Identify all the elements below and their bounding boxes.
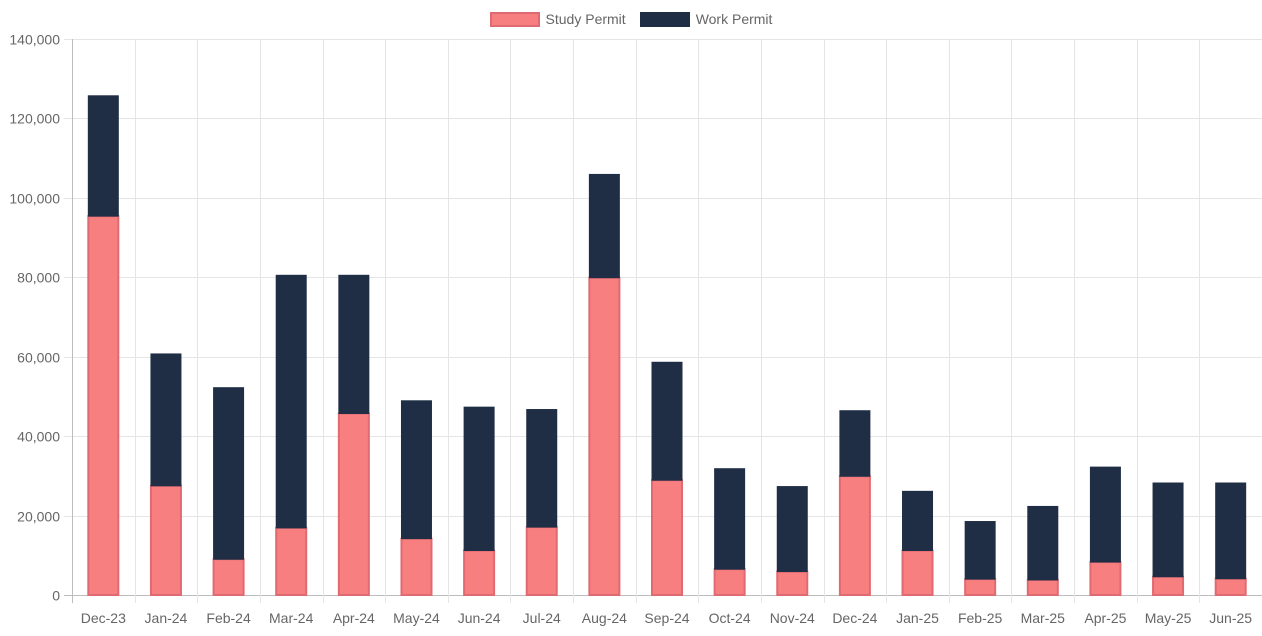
y-tick-label: 100,000 bbox=[9, 191, 60, 207]
bar-study-permit bbox=[212, 558, 245, 596]
y-tick-label: 140,000 bbox=[9, 32, 60, 48]
bar-study-permit bbox=[1089, 561, 1122, 597]
x-tick-label: Jul-24 bbox=[523, 610, 561, 626]
x-tick-label: May-25 bbox=[1145, 610, 1192, 626]
legend-swatch-study-permit bbox=[489, 11, 540, 27]
legend-label-work-permit: Work Permit bbox=[695, 11, 773, 27]
x-tick-label: Jan-25 bbox=[896, 610, 939, 626]
x-tick-label: Nov-24 bbox=[770, 610, 815, 626]
y-tick-label: 40,000 bbox=[17, 429, 60, 445]
x-tick-label: Dec-23 bbox=[81, 610, 126, 626]
x-tick-label: Feb-25 bbox=[958, 610, 1003, 626]
x-tick-label: Aug-24 bbox=[582, 610, 627, 626]
bar-work-permit bbox=[87, 95, 119, 217]
bar-study-permit bbox=[149, 484, 182, 596]
bar-study-permit bbox=[1152, 575, 1185, 597]
legend: Study Permit Work Permit bbox=[0, 8, 1262, 30]
bar-work-permit bbox=[1152, 482, 1184, 578]
bar-study-permit bbox=[838, 475, 871, 596]
legend-swatch-work-permit bbox=[639, 11, 690, 27]
bar-study-permit bbox=[651, 479, 683, 596]
x-tick-label: May-24 bbox=[393, 610, 440, 626]
bar-study-permit bbox=[713, 568, 746, 597]
x-tick-label: Dec-24 bbox=[832, 610, 877, 626]
x-tick-label: Apr-24 bbox=[333, 610, 375, 626]
bar-study-permit bbox=[463, 549, 496, 597]
bar-work-permit bbox=[400, 400, 432, 540]
legend-item-study-permit[interactable]: Study Permit bbox=[489, 11, 626, 27]
y-tick-label: 60,000 bbox=[17, 350, 60, 366]
bar-study-permit bbox=[400, 537, 433, 596]
x-tick-label: Mar-24 bbox=[269, 610, 314, 626]
x-tick-label: Jun-25 bbox=[1209, 610, 1252, 626]
bar-work-permit bbox=[463, 406, 495, 552]
bar-study-permit bbox=[588, 276, 621, 596]
bar-study-permit bbox=[901, 549, 934, 597]
bar-work-permit bbox=[150, 353, 182, 487]
bar-work-permit bbox=[964, 521, 996, 580]
x-tick-label: Oct-24 bbox=[709, 610, 751, 626]
bar-study-permit bbox=[337, 412, 370, 596]
bar-work-permit bbox=[839, 410, 871, 477]
bar-study-permit bbox=[525, 526, 558, 596]
bar-work-permit bbox=[588, 173, 620, 279]
y-tick-label: 80,000 bbox=[17, 270, 60, 286]
bar-work-permit bbox=[902, 490, 934, 552]
bar-work-permit bbox=[651, 361, 683, 481]
bar-study-permit bbox=[964, 578, 997, 596]
x-tick-label: Sep-24 bbox=[644, 610, 689, 626]
bar-study-permit bbox=[275, 526, 308, 597]
bar-study-permit bbox=[776, 570, 809, 596]
legend-item-work-permit[interactable]: Work Permit bbox=[639, 11, 773, 27]
x-tick-label: Mar-25 bbox=[1021, 610, 1066, 626]
bar-work-permit bbox=[1089, 466, 1121, 563]
bar-work-permit bbox=[526, 409, 558, 528]
bar-work-permit bbox=[338, 274, 370, 415]
x-tick-label: Jan-24 bbox=[145, 610, 188, 626]
x-tick-label: Jun-24 bbox=[458, 610, 501, 626]
y-tick-label: 0 bbox=[52, 588, 60, 604]
bar-work-permit bbox=[275, 274, 307, 529]
y-tick-label: 20,000 bbox=[17, 509, 60, 525]
bar-work-permit bbox=[1215, 482, 1247, 580]
y-tick-label: 120,000 bbox=[9, 111, 60, 127]
bar-work-permit bbox=[776, 486, 808, 573]
bar-work-permit bbox=[1027, 505, 1059, 581]
x-tick-label: Feb-24 bbox=[206, 610, 251, 626]
legend-label-study-permit: Study Permit bbox=[545, 11, 626, 27]
x-tick-label: Apr-25 bbox=[1084, 610, 1126, 626]
bar-work-permit bbox=[714, 468, 746, 570]
bar-study-permit bbox=[1214, 577, 1247, 597]
bar-study-permit bbox=[1026, 578, 1059, 596]
bar-study-permit bbox=[87, 215, 120, 597]
bar-work-permit bbox=[213, 387, 245, 560]
